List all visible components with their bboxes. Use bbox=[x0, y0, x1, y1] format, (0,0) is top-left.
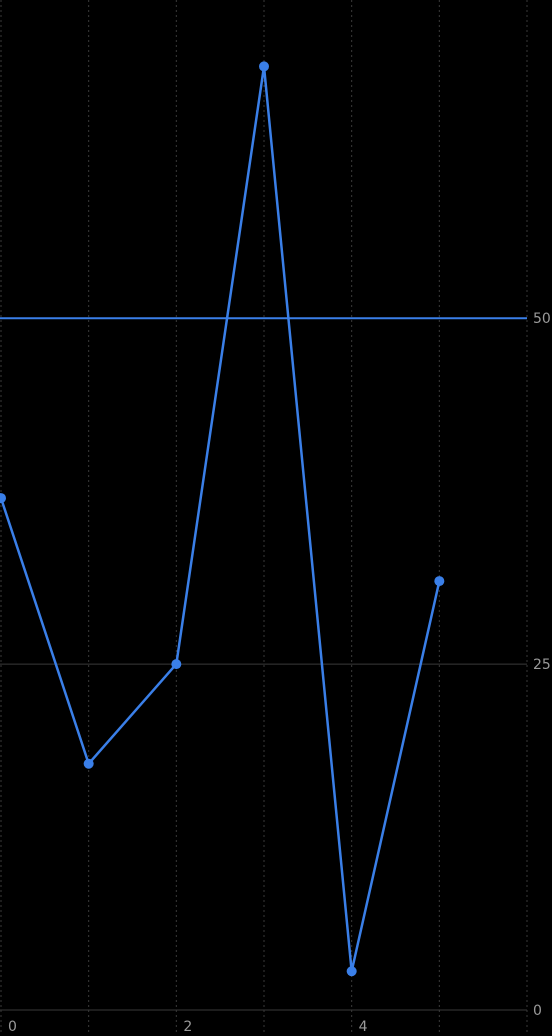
y-tick-label-0: 0 bbox=[533, 1003, 542, 1019]
data-point-4 bbox=[346, 966, 357, 977]
x-tick-label-0: 0 bbox=[8, 1019, 17, 1032]
data-point-2 bbox=[171, 659, 182, 670]
y-tick-label-50: 50 bbox=[533, 311, 551, 327]
x-tick-label-2: 2 bbox=[183, 1019, 192, 1032]
data-point-3 bbox=[259, 61, 269, 72]
data-point-1 bbox=[83, 758, 94, 769]
data-point-5 bbox=[434, 576, 445, 587]
series-line-0 bbox=[0, 65, 441, 973]
y-tick-label-25: 25 bbox=[533, 657, 551, 673]
data-point-0 bbox=[0, 493, 6, 504]
x-tick-label-4: 4 bbox=[359, 1019, 368, 1032]
